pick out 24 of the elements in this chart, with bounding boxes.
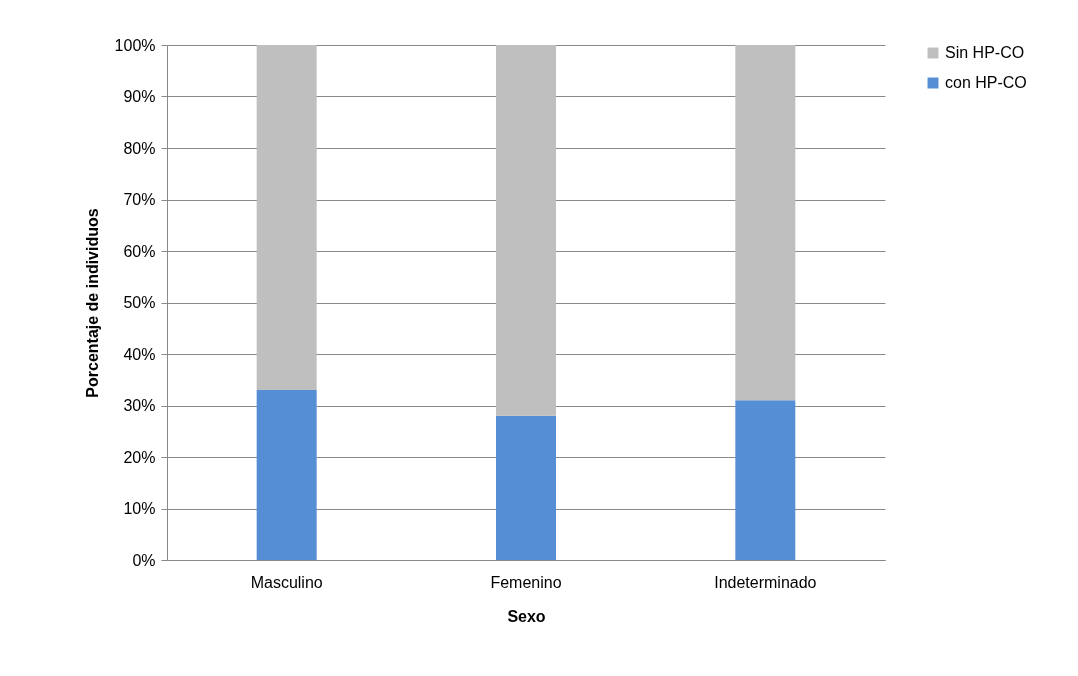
x-axis-title: Sexo <box>507 607 546 625</box>
bar <box>256 390 317 560</box>
x-tick-label: Masculino <box>250 573 323 591</box>
legend-label: con HP-CO <box>945 74 1027 91</box>
y-tick-label: 0% <box>132 551 156 569</box>
x-tick-label: Femenino <box>490 573 562 591</box>
bar <box>496 415 556 560</box>
bar <box>496 45 556 416</box>
x-tick-label: Indeterminado <box>714 573 817 591</box>
bar <box>735 400 796 560</box>
y-tick-label: 60% <box>123 242 156 260</box>
y-tick-label: 40% <box>123 345 156 363</box>
y-tick-label: 70% <box>123 191 156 208</box>
y-tick-label: 100% <box>114 36 156 54</box>
y-tick-label: 20% <box>123 448 156 466</box>
y-axis-title: Porcentaje de individuos <box>83 208 101 398</box>
bar <box>735 45 796 401</box>
y-tick-label: 80% <box>123 139 156 157</box>
legend-label: Sin HP-CO <box>945 44 1025 61</box>
y-tick-label: 90% <box>123 88 156 105</box>
y-tick-label: 30% <box>123 397 156 414</box>
y-tick-label: 10% <box>123 500 156 517</box>
bar <box>256 45 317 391</box>
y-tick-label: 50% <box>123 294 156 311</box>
